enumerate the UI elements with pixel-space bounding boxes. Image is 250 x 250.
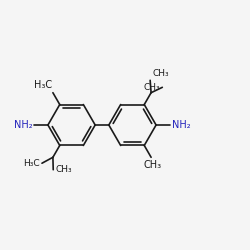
Text: NH₂: NH₂	[14, 120, 32, 130]
Text: H₃C: H₃C	[34, 80, 52, 90]
Text: NH₂: NH₂	[172, 120, 190, 130]
Text: CH₃: CH₃	[55, 165, 72, 174]
Text: CH₃: CH₃	[152, 69, 169, 78]
Text: CH₃: CH₃	[143, 160, 162, 170]
Text: H₃C: H₃C	[23, 159, 40, 168]
Text: CH₃: CH₃	[144, 83, 160, 92]
